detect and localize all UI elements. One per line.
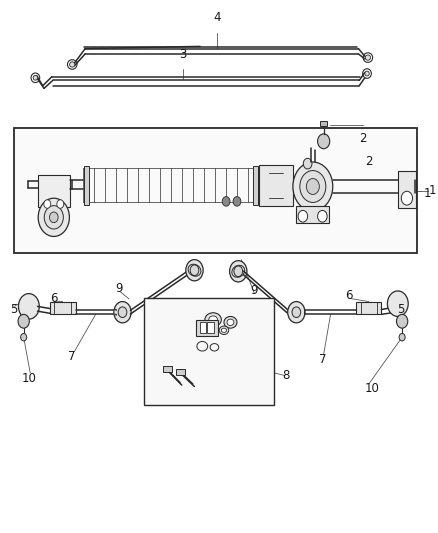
Text: 9: 9 (116, 282, 123, 295)
Text: 1: 1 (428, 184, 436, 197)
Circle shape (49, 212, 58, 223)
Circle shape (300, 171, 326, 203)
Circle shape (303, 158, 312, 169)
Text: 2: 2 (359, 132, 367, 145)
Circle shape (292, 307, 301, 318)
Bar (84, 166, 89, 205)
Circle shape (38, 198, 69, 237)
Circle shape (44, 200, 51, 208)
Circle shape (21, 334, 27, 341)
Bar (163, 366, 172, 372)
Circle shape (57, 200, 64, 208)
Circle shape (318, 134, 330, 149)
Circle shape (306, 179, 319, 195)
Text: 6: 6 (345, 289, 353, 302)
Circle shape (18, 314, 29, 328)
Bar (200, 322, 206, 334)
Bar (176, 368, 185, 375)
Ellipse shape (224, 317, 237, 328)
Ellipse shape (205, 313, 221, 327)
Bar (49, 302, 76, 314)
Ellipse shape (221, 328, 226, 333)
Bar (38, 175, 70, 207)
Ellipse shape (365, 55, 371, 60)
Ellipse shape (219, 326, 229, 335)
Text: 2: 2 (365, 155, 372, 168)
Circle shape (399, 334, 405, 341)
Circle shape (288, 302, 305, 323)
Text: 5: 5 (10, 303, 18, 316)
Ellipse shape (70, 62, 75, 67)
Text: 8: 8 (283, 369, 290, 382)
Circle shape (293, 162, 333, 211)
Text: 1: 1 (424, 187, 431, 200)
Circle shape (298, 211, 307, 222)
Circle shape (190, 265, 199, 276)
Text: 6: 6 (50, 292, 58, 305)
Circle shape (118, 307, 127, 318)
Bar (144, 298, 274, 405)
Circle shape (401, 191, 413, 205)
Bar (208, 322, 214, 334)
Circle shape (233, 197, 241, 206)
Circle shape (318, 211, 327, 222)
Text: 7: 7 (319, 353, 327, 366)
Text: 10: 10 (21, 372, 36, 385)
Circle shape (114, 302, 131, 323)
Bar (356, 302, 381, 314)
Ellipse shape (365, 71, 369, 76)
Ellipse shape (33, 75, 38, 80)
Bar (320, 121, 327, 126)
Circle shape (222, 197, 230, 206)
Circle shape (18, 294, 39, 319)
Text: 10: 10 (365, 382, 380, 395)
Circle shape (387, 291, 408, 317)
Circle shape (186, 260, 203, 281)
Circle shape (234, 266, 243, 277)
Bar (196, 320, 218, 336)
Circle shape (396, 314, 408, 328)
Text: 5: 5 (397, 303, 405, 316)
Bar (14, 128, 417, 253)
Text: 7: 7 (68, 350, 75, 364)
Text: 4: 4 (214, 11, 221, 24)
Bar (297, 206, 329, 223)
Text: 3: 3 (179, 49, 187, 61)
Ellipse shape (227, 319, 234, 326)
Bar (253, 166, 258, 205)
Circle shape (44, 206, 64, 229)
Text: 9: 9 (250, 284, 258, 297)
Ellipse shape (209, 316, 217, 324)
Bar (259, 165, 293, 206)
Circle shape (230, 261, 247, 282)
Bar (398, 171, 416, 208)
